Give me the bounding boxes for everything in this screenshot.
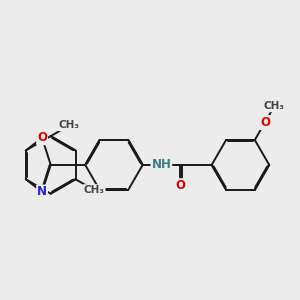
Text: O: O: [37, 131, 47, 144]
Text: O: O: [175, 179, 185, 192]
Text: NH: NH: [152, 158, 171, 171]
Text: N: N: [37, 185, 47, 199]
Text: CH₃: CH₃: [264, 101, 285, 111]
Text: CH₃: CH₃: [84, 185, 105, 195]
Text: O: O: [260, 116, 270, 129]
Text: CH₃: CH₃: [59, 120, 80, 130]
